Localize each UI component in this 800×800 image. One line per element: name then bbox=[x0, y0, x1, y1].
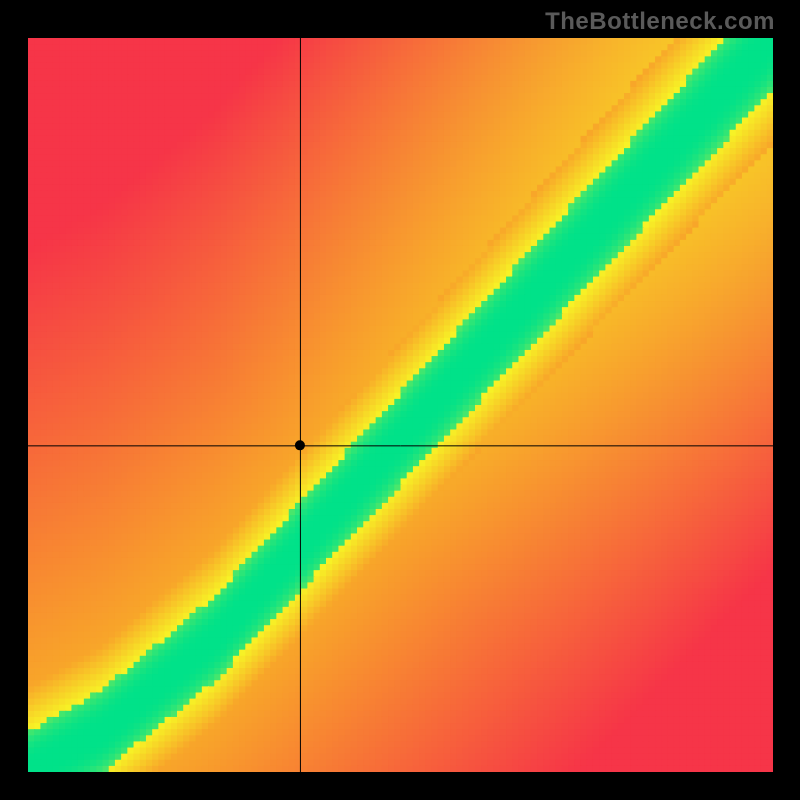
watermark-text: TheBottleneck.com bbox=[545, 8, 775, 36]
outer-frame: TheBottleneck.com bbox=[0, 0, 800, 800]
plot-area bbox=[28, 38, 773, 772]
crosshair-overlay bbox=[28, 38, 773, 772]
